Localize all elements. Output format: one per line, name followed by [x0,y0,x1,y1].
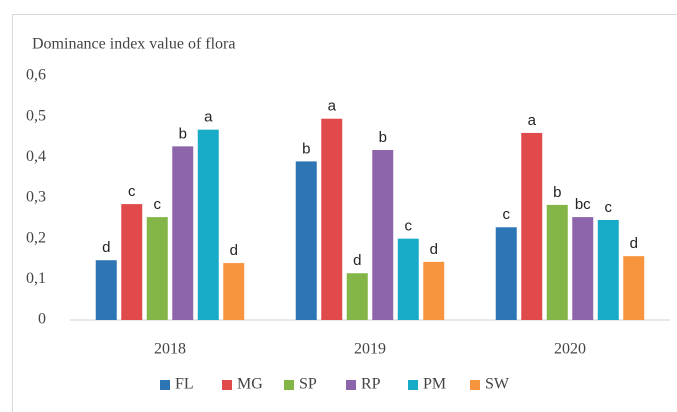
bar [423,261,445,320]
significance-letter: b [379,129,387,146]
bar [546,204,568,320]
legend-label: PM [423,376,446,393]
significance-letter: c [503,206,511,223]
significance-letter: c [128,183,136,200]
bar [197,129,219,320]
significance-letter: b [179,125,187,142]
legend-label: SP [299,376,317,393]
y-tick-label: 0,1 [26,270,46,287]
y-tick-label: 0,6 [26,67,46,84]
bar [121,204,143,320]
legend-swatch [160,380,170,390]
bar [495,227,517,320]
significance-letter: d [430,241,438,258]
significance-letter: a [204,109,213,126]
bar [623,256,645,320]
y-tick-label: 0 [38,311,46,328]
bar [572,217,594,320]
legend-swatch [222,380,232,390]
bar [223,263,245,320]
bar [172,146,194,320]
bar [295,161,317,320]
chart-title: Dominance index value of flora [32,36,235,53]
significance-letter: d [630,235,638,252]
bar [597,219,619,320]
bar [346,273,368,320]
significance-letter: a [528,112,537,129]
bar [521,132,543,320]
legend-label: MG [237,376,263,393]
bar [95,260,117,320]
significance-letter: d [102,239,110,256]
legend-label: RP [361,376,381,393]
y-tick-label: 0,3 [26,189,46,206]
significance-letter: c [154,196,162,213]
chart-frame [12,14,677,412]
significance-letter: bc [575,196,591,213]
y-tick-label: 0,4 [26,148,46,165]
significance-letter: a [328,98,337,115]
legend-swatch [470,380,480,390]
bar [321,118,343,320]
bar [146,217,168,320]
bar [397,238,419,320]
x-tick-label: 2018 [154,341,186,358]
significance-letter: d [353,252,361,269]
bar [372,150,394,320]
legend-label: SW [485,376,510,393]
significance-letter: c [405,218,413,235]
y-tick-label: 0,2 [26,229,46,246]
legend-label: FL [175,376,194,393]
x-tick-label: 2019 [354,341,386,358]
significance-letter: b [302,140,310,157]
y-tick-label: 0,5 [26,107,46,124]
significance-letter: c [605,199,613,216]
significance-letter: d [230,242,238,259]
significance-letter: b [553,184,561,201]
x-tick-label: 2020 [554,341,586,358]
legend-swatch [408,380,418,390]
legend-swatch [346,380,356,390]
legend-swatch [284,380,294,390]
